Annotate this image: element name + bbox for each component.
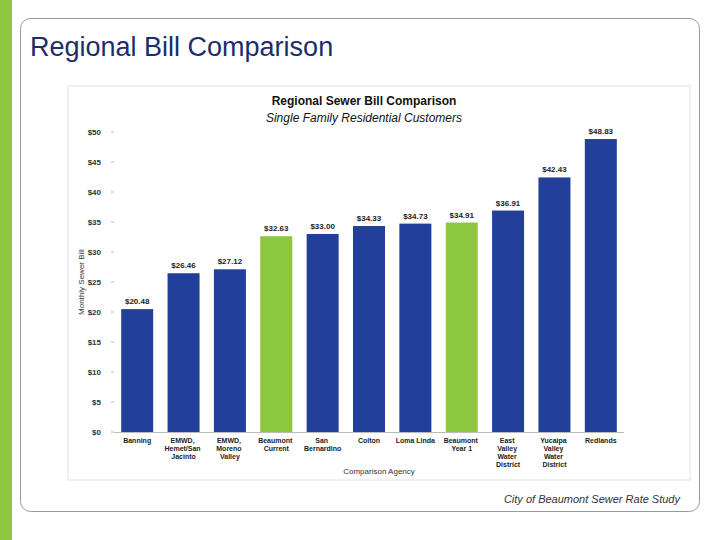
y-tick-label: $5 [92, 398, 101, 407]
category-label-line: EMWD, [217, 437, 243, 445]
category-label-line: East [500, 437, 517, 444]
bars [121, 139, 617, 432]
data-label: $34.73 [403, 212, 428, 221]
slide: Regional Bill Comparison City of Beaumont… [0, 0, 720, 540]
data-label: $32.63 [264, 224, 289, 233]
y-tick [111, 132, 114, 133]
y-tick [111, 372, 114, 373]
bar [538, 177, 570, 432]
category-label-line: Yucaipa [540, 437, 568, 445]
category-label-line: San [315, 437, 330, 444]
data-label: $20.48 [125, 297, 150, 306]
y-tick-label: $40 [88, 188, 102, 197]
bar [446, 223, 478, 432]
y-tick-label: $45 [88, 158, 102, 167]
category-label-line: Valley [220, 453, 240, 461]
x-axis-line [114, 432, 624, 433]
data-label: $48.83 [589, 127, 614, 136]
category-label-line: Banning [123, 437, 151, 445]
category-label: Redlands [585, 437, 617, 444]
y-tick [111, 342, 114, 343]
x-axis-label: Comparison Agency [343, 467, 415, 476]
accent-bar [0, 0, 12, 540]
y-tick [111, 252, 114, 253]
category-label: EMWD, Hemet/San Jacinto [164, 437, 202, 460]
category-label-line: Hemet/San [164, 445, 202, 452]
data-label: $26.46 [171, 261, 196, 270]
category-label: East Valley Water District [496, 437, 521, 468]
category-label-line: District [496, 461, 521, 468]
y-tick [111, 402, 114, 403]
category-label-line: EMWD, [171, 437, 197, 445]
slide-title: Regional Bill Comparison [30, 32, 333, 62]
bar [214, 269, 246, 432]
y-tick-label: $50 [88, 128, 102, 137]
category-label: San Bernardino [304, 437, 341, 452]
y-tick [111, 282, 114, 283]
footer: City of Beaumont Sewer Rate Study [504, 493, 682, 505]
chart-title: Regional Sewer Bill Comparison [272, 94, 457, 108]
category-label-line: District [542, 461, 567, 468]
category-label-line: Beaumont [258, 437, 294, 444]
category-label: Beaumont Current [258, 437, 294, 452]
y-tick [111, 312, 114, 313]
category-label: Colton [358, 437, 380, 444]
category-label: Banning [123, 437, 151, 445]
y-axis-label: Monthly Sewer Bill [77, 249, 86, 315]
bar [585, 139, 617, 432]
y-tick-label: $0 [92, 428, 101, 437]
data-label: $42.43 [542, 165, 567, 174]
category-label-line: Current [264, 445, 290, 452]
bar [121, 309, 153, 432]
category-label: Beaumont Year 1 [444, 437, 480, 452]
category-label-line: Jacinto [171, 453, 196, 460]
bar [492, 211, 524, 432]
category-label-line: Moreno [216, 445, 243, 452]
bar [307, 234, 339, 432]
category-label: Yucaipa Valley Water District [540, 437, 568, 468]
y-tick-label: $30 [88, 248, 102, 257]
bar [353, 226, 385, 432]
category-label-line: Valley [497, 445, 519, 453]
y-tick-label: $10 [88, 368, 102, 377]
category-label-line: Bernardino [304, 445, 341, 452]
category-label-line: Beaumont [444, 437, 480, 444]
category-label-line: Water [544, 453, 565, 460]
chart-panel [68, 86, 690, 480]
category-label-line: Year 1 [451, 445, 472, 452]
bar [399, 224, 431, 432]
slide-frame [21, 19, 700, 512]
category-label: Loma Linda [396, 437, 435, 444]
y-tick [111, 192, 114, 193]
category-label-line: Loma Linda [396, 437, 435, 444]
category-label: EMWD, Moreno Valley [216, 437, 243, 461]
y-tick [111, 222, 114, 223]
category-label-line: Water [498, 453, 519, 460]
y-tick-label: $35 [88, 218, 102, 227]
bar [168, 273, 200, 432]
data-label: $36.91 [496, 199, 521, 208]
y-tick-label: $20 [88, 308, 102, 317]
y-tick [111, 432, 114, 433]
y-tick-label: $15 [88, 338, 102, 347]
data-label: $27.12 [218, 257, 243, 266]
data-label: $34.33 [357, 214, 382, 223]
chart-subtitle: Single Family Residential Customers [266, 111, 462, 125]
bar [260, 236, 292, 432]
data-label: $34.91 [449, 211, 474, 220]
slide-background [0, 0, 720, 540]
category-label-line: Valley [544, 445, 566, 453]
y-tick [111, 162, 114, 163]
category-label-line: Redlands [585, 437, 617, 444]
data-label: $33.00 [310, 222, 335, 231]
y-tick-label: $25 [88, 278, 102, 287]
category-label-line: Colton [358, 437, 380, 444]
